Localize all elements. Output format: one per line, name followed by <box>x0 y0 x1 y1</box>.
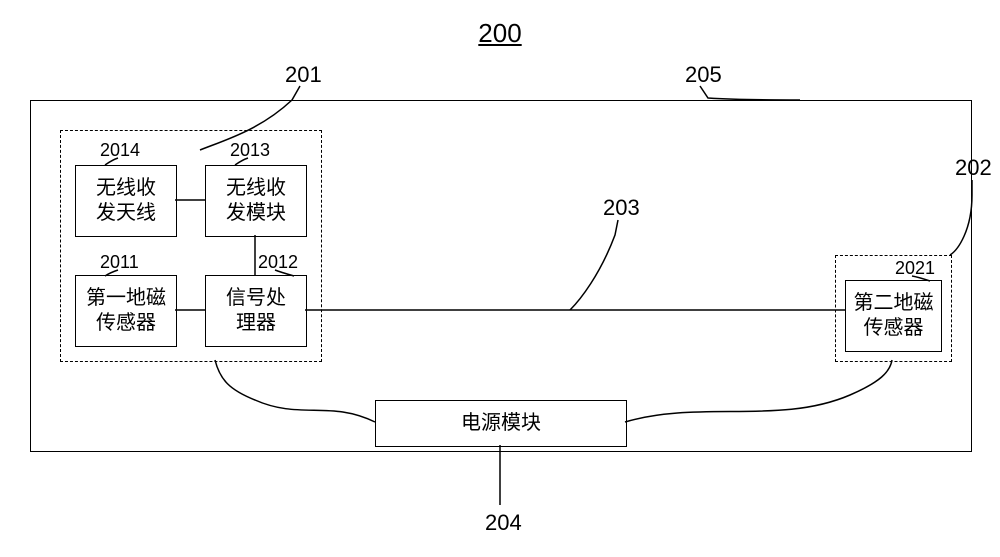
ref-204: 204 <box>485 510 522 536</box>
block-sensor1: 第一地磁 传感器 <box>75 275 177 347</box>
diagram-canvas: 200 无线收 发天线 无线收 发模块 第一地磁 传感器 信号处 理器 第二地磁… <box>0 0 1000 557</box>
figure-reference: 200 <box>470 18 530 49</box>
ref-2012: 2012 <box>258 252 298 273</box>
block-processor: 信号处 理器 <box>205 275 307 347</box>
ref-2014: 2014 <box>100 140 140 161</box>
ref-2011: 2011 <box>100 252 139 273</box>
ref-202: 202 <box>955 155 992 181</box>
block-sensor2: 第二地磁 传感器 <box>845 280 942 352</box>
block-rf-module: 无线收 发模块 <box>205 165 307 237</box>
ref-205: 205 <box>685 62 722 88</box>
ref-203: 203 <box>603 195 640 221</box>
ref-201: 201 <box>285 62 322 88</box>
ref-2013: 2013 <box>230 140 270 161</box>
block-antenna: 无线收 发天线 <box>75 165 177 237</box>
block-power: 电源模块 <box>375 400 627 447</box>
ref-2021: 2021 <box>895 258 935 279</box>
